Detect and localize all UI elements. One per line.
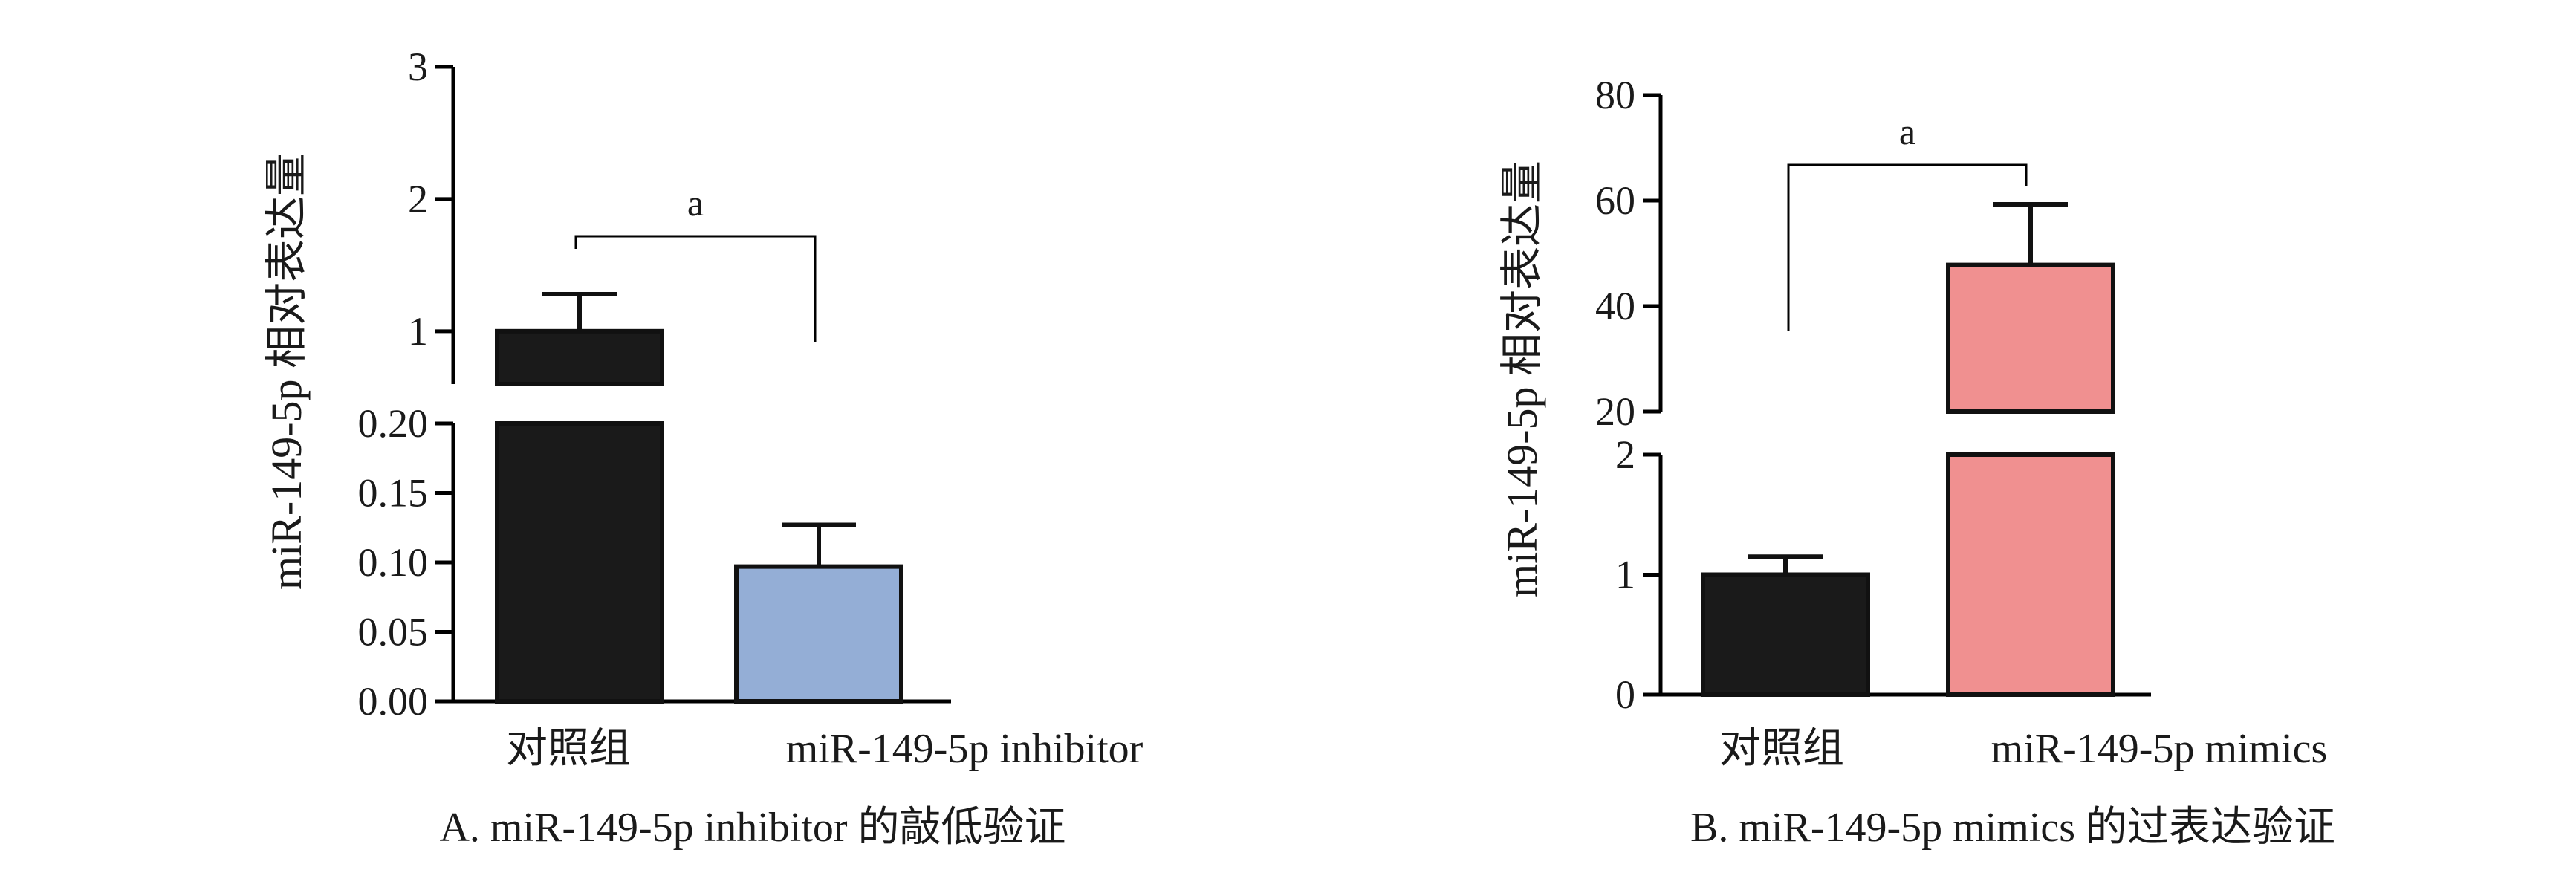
panel-b-tick-label-upper: 60 — [1595, 178, 1635, 223]
panel-b-category-label-0: 对照组 — [1719, 726, 1844, 772]
panel-a-significance-label: a — [687, 182, 704, 224]
panel-b-bar-1-lower — [1946, 452, 2115, 697]
panel-b-caption: B. miR-149-5p mimics 的过表达验证 — [1690, 805, 2335, 851]
panel-b-tick-label-lower: 2 — [1615, 432, 1635, 477]
panel-b-significance-label: a — [1899, 111, 1915, 152]
panel-b-tick-label-upper: 80 — [1595, 73, 1635, 117]
panel-b-tick-label-upper: 40 — [1595, 284, 1635, 328]
panel-a-tick-label-lower: 0.05 — [358, 610, 429, 655]
panel-b: miR-149-5p 相对表达量 0 1 220 40 60 80 对照组 miR-149-5… — [1498, 73, 2335, 851]
panel-a-axis-break — [455, 386, 953, 421]
panel-a-caption: A. miR-149-5p inhibitor 的敲低验证 — [439, 805, 1065, 851]
panel-a-tick-label-lower: 0.15 — [358, 471, 429, 516]
panel-b-bar-0 — [1701, 572, 1870, 697]
panel-b-tick-label-upper: 20 — [1595, 389, 1635, 434]
panel-b-significance-bracket — [1787, 163, 2028, 331]
panel-b-plot: 0 1 220 40 60 80 对照组 miR-149-5p mimics a — [1595, 73, 2327, 772]
panel-a-plot: 0.00 0.05 0.10 0.15 0.20 1 2 3 对照组 miR-149-5p inh… — [358, 45, 1143, 772]
panel-b-bar-1-upper — [1946, 262, 2115, 414]
panel-a-tick-label-upper: 3 — [408, 45, 428, 89]
panel-b-axis-break — [1663, 414, 2153, 452]
panel-b-category-label-1: miR-149-5p mimics — [1991, 726, 2328, 772]
panel-a-tick-label-upper: 1 — [408, 309, 428, 354]
panel-a-ylabel: miR-149-5p 相对表达量 — [262, 153, 311, 590]
panel-a-tick-label-upper: 2 — [408, 177, 428, 221]
panel-a: miR-149-5p 相对表达量 0.00 0.05 0.10 0.15 0.20 1 2 3… — [262, 45, 1143, 851]
panel-a-category-label-0: 对照组 — [506, 726, 631, 772]
panel-b-tick-label-lower: 0 — [1615, 672, 1635, 717]
panel-a-tick-label-lower: 0.10 — [358, 540, 429, 585]
panel-a-tick-label-lower: 0.00 — [358, 679, 429, 724]
panel-a-bar-0-lower — [495, 421, 664, 704]
panel-a-bar-1 — [734, 564, 903, 704]
panel-a-category-label-1: miR-149-5p inhibitor — [786, 726, 1143, 772]
panel-b-ylabel: miR-149-5p 相对表达量 — [1498, 160, 1546, 597]
panel-a-significance-bracket — [574, 235, 817, 342]
panel-a-tick-label-lower: 0.20 — [358, 401, 429, 446]
panel-a-bar-0-upper — [495, 328, 664, 387]
panel-b-tick-label-lower: 1 — [1615, 553, 1635, 597]
